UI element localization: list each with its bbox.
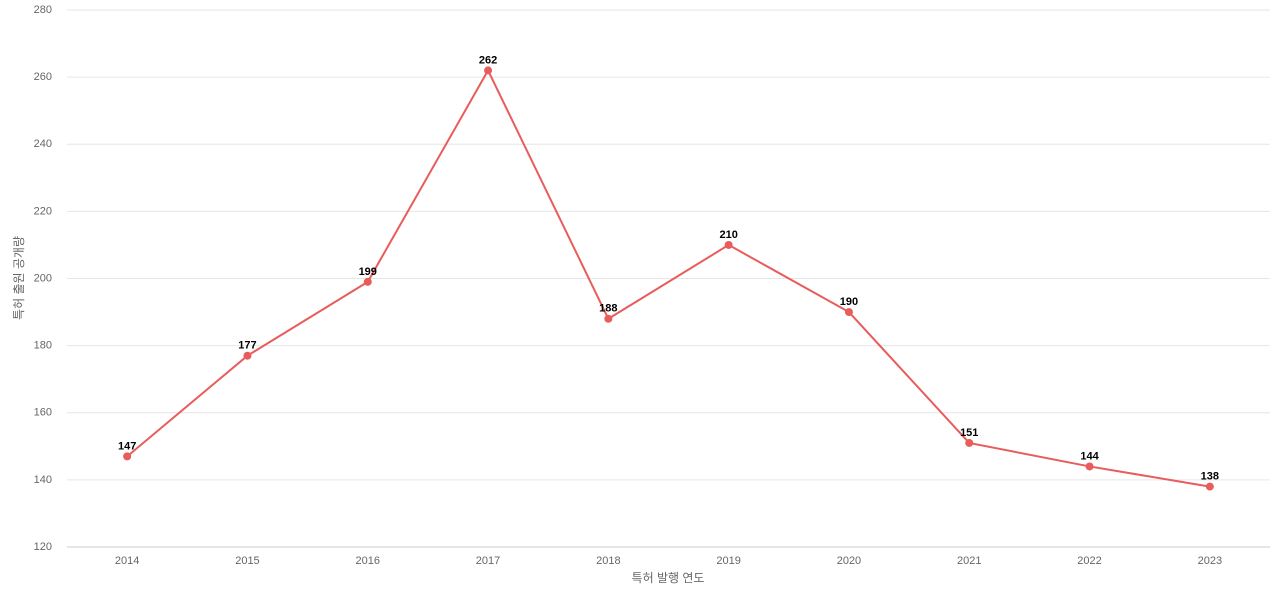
data-label: 138	[1201, 470, 1219, 482]
y-tick-label: 180	[34, 340, 52, 352]
data-label: 190	[840, 296, 858, 308]
y-tick-label: 120	[34, 541, 52, 553]
data-point	[1205, 482, 1214, 491]
x-tick-label: 2018	[596, 555, 620, 567]
y-tick-label: 160	[34, 407, 52, 419]
data-point	[1085, 462, 1094, 471]
x-tick-label: 2014	[115, 555, 139, 567]
data-point	[363, 277, 372, 286]
x-tick-label: 2021	[957, 555, 981, 567]
y-tick-label: 280	[34, 4, 52, 16]
data-label: 147	[118, 440, 136, 452]
y-axis-label: 특허 출원 공개량	[12, 236, 26, 320]
data-label: 199	[359, 266, 377, 278]
data-label: 188	[599, 303, 617, 315]
y-tick-label: 260	[34, 71, 52, 83]
series-line	[126, 68, 1211, 488]
y-tick-label: 140	[34, 474, 52, 486]
data-point	[604, 314, 613, 323]
x-tick-label: 2020	[837, 555, 861, 567]
y-tick-label: 240	[34, 138, 52, 150]
data-point	[724, 240, 733, 249]
data-label: 177	[238, 340, 256, 352]
x-tick-label: 2017	[476, 555, 500, 567]
data-point	[965, 438, 974, 447]
data-point	[123, 452, 132, 461]
x-tick-label: 2015	[235, 555, 259, 567]
data-point	[484, 66, 493, 75]
y-tick-label: 220	[34, 205, 52, 217]
data-label: 210	[719, 229, 737, 241]
x-tick-label: 2016	[356, 555, 380, 567]
data-label: 262	[479, 54, 497, 66]
data-point	[844, 308, 853, 317]
data-label: 151	[960, 427, 978, 439]
x-tick-label: 2019	[716, 555, 740, 567]
x-tick-label: 2022	[1077, 555, 1101, 567]
data-point	[243, 351, 252, 360]
x-tick-label: 2023	[1198, 555, 1222, 567]
x-axis-label: 특허 발행 연도	[632, 570, 705, 585]
data-label: 144	[1080, 450, 1099, 462]
y-tick-label: 200	[34, 272, 52, 284]
